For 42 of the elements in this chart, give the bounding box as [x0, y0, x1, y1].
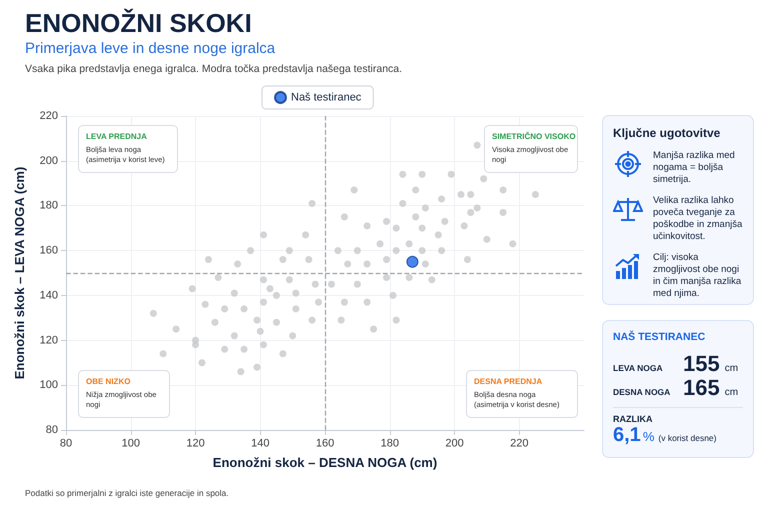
x-tick-label: 200 — [445, 438, 464, 450]
x-tick-label: 140 — [251, 438, 270, 450]
x-tick-label: 120 — [186, 438, 205, 450]
text: Vsaka pika predstavlja enega igralca. Modra točka predstavlja našega testiranca. — [25, 63, 402, 75]
chart-title: ENONOŽNI SKOKI — [25, 8, 252, 38]
text: Velika razlika lahko poveča tveganje za poškodbe in zmanjša učinkovitost. — [653, 195, 742, 242]
text: 155 — [683, 351, 720, 376]
x-tick-label: 180 — [380, 438, 399, 450]
x-tick-label: 220 — [510, 438, 528, 450]
text: LEVA NOGA — [613, 363, 663, 373]
text: 6,1 — [613, 424, 641, 446]
text: RAZLIKA — [613, 414, 652, 424]
x-tick-label: 160 — [316, 438, 334, 450]
text: Podatki so primerjalni z igralci iste generacije in spola. — [25, 488, 229, 498]
text: 165 — [683, 375, 720, 400]
annotation: OBE NIZKO — [86, 377, 130, 386]
y-tick-label: 200 — [40, 154, 58, 167]
y-axis-title: Enonožni skok – LEVA NOGA (cm) — [12, 166, 27, 380]
y-tick-label: 80 — [46, 424, 58, 436]
text: cm — [724, 363, 738, 374]
y-tick-label: 180 — [40, 200, 58, 212]
y-tick-label: 120 — [40, 334, 58, 346]
text: (v korist desne) — [658, 433, 716, 443]
y-tick-label: 100 — [40, 379, 58, 392]
text: DESNA NOGA — [613, 387, 670, 397]
text: Ključne ugotovitve — [613, 126, 720, 140]
text: NAŠ TESTIRANEC — [613, 331, 706, 343]
text: cm — [724, 387, 738, 398]
y-tick-label: 220 — [40, 110, 58, 122]
chart-subtitle: Primerjava leve in desne noge igralca — [25, 40, 276, 57]
text: Cilj: visoka zmogljivost obe nogi in čim manjša razlika med njima. — [653, 252, 742, 299]
y-tick-label: 160 — [40, 244, 58, 257]
text: % — [642, 429, 654, 444]
legend-label: Naš testiranec — [291, 92, 362, 104]
annotation: LEVA PREDNJA — [86, 132, 147, 141]
x-tick-label: 80 — [60, 438, 72, 450]
text: Manjša razlika med nogama = boljša simetrija. — [653, 150, 735, 185]
annotation: SIMETRIČNO VISOKO — [492, 132, 576, 141]
annotation: DESNA PREDNJA — [474, 377, 542, 386]
x-tick-label: 100 — [122, 438, 140, 450]
x-axis-title: Enonožni skok – DESNA NOGA (cm) — [212, 455, 438, 470]
y-tick-label: 140 — [40, 289, 58, 302]
